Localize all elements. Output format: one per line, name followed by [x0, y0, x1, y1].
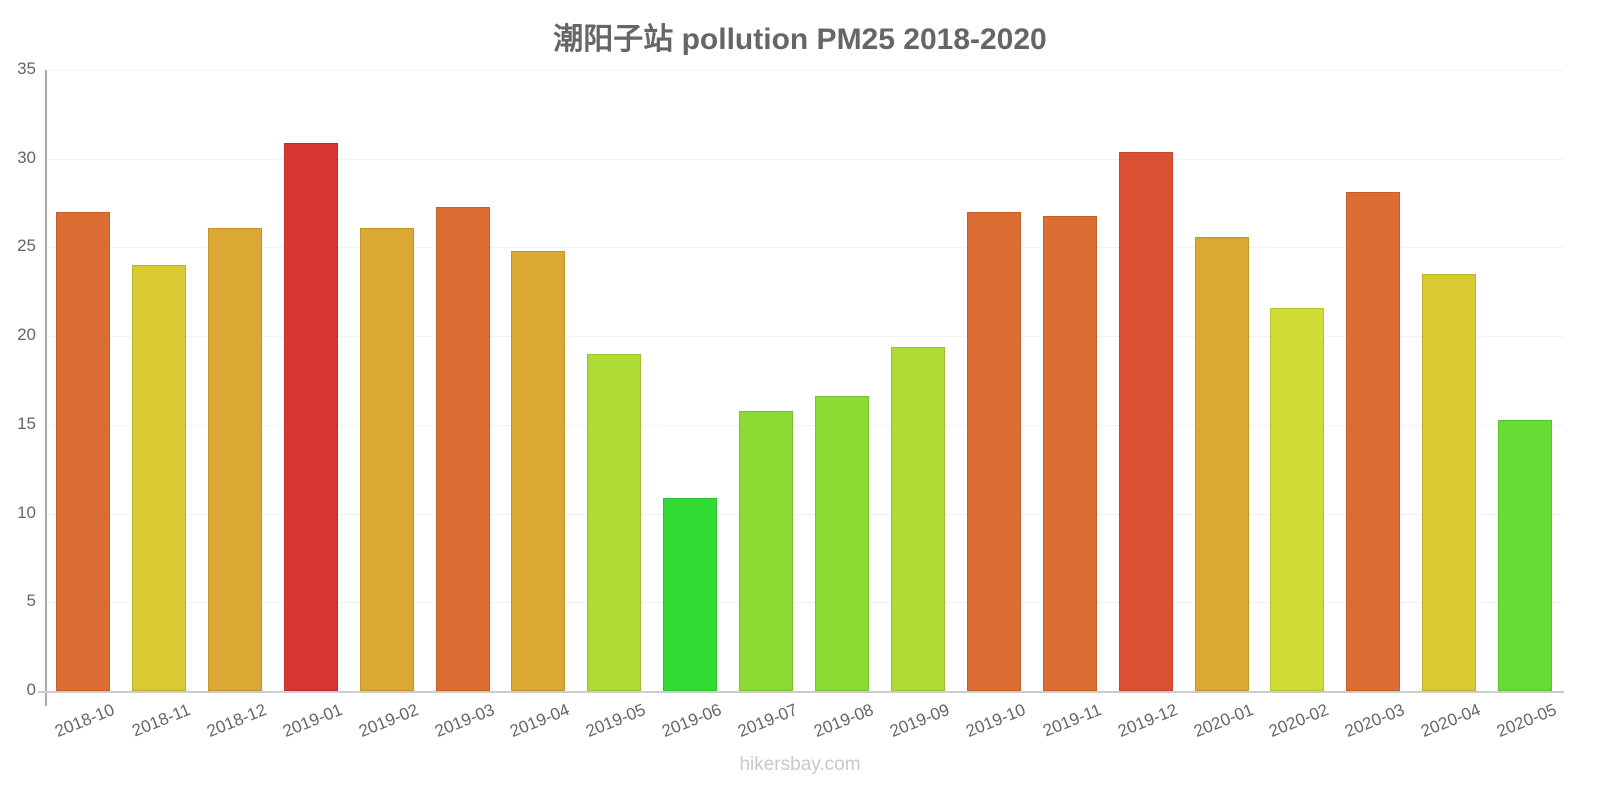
bar-2019-10[interactable]	[966, 211, 1021, 691]
x-tick-label: 2019-11	[1039, 700, 1104, 741]
x-tick-label: 2019-09	[887, 700, 953, 741]
y-tick-label: 10	[17, 502, 36, 522]
bar-2019-08[interactable]	[815, 396, 869, 691]
bar-2018-10[interactable]	[56, 211, 110, 691]
bar-2020-01[interactable]	[1194, 236, 1249, 691]
y-axis-line	[45, 70, 47, 706]
x-tick-label: 2019-07	[735, 700, 801, 741]
gridline	[46, 158, 1564, 160]
x-tick-label: 2019-10	[962, 700, 1028, 741]
bar-2018-12[interactable]	[207, 227, 262, 691]
x-tick-label: 2019-12	[1114, 700, 1180, 741]
x-tick-label: 2020-05	[1494, 700, 1560, 741]
bar-2020-02[interactable]	[1270, 307, 1325, 691]
y-tick-label: 5	[26, 591, 36, 611]
y-tick-label: 30	[17, 147, 36, 167]
y-tick-label: 25	[17, 236, 36, 256]
x-tick-label: 2019-05	[583, 700, 649, 741]
x-tick-label: 2020-02	[1266, 700, 1332, 741]
y-tick-label: 35	[17, 59, 36, 78]
gridline	[46, 70, 1564, 71]
bar-2019-07[interactable]	[739, 410, 794, 691]
bar-2018-11[interactable]	[131, 265, 186, 691]
bar-2020-03[interactable]	[1346, 192, 1401, 691]
x-tick-label: 2019-03	[431, 700, 497, 741]
x-tick-label: 2019-02	[355, 700, 421, 741]
gridline	[46, 513, 1564, 515]
y-tick-label: 20	[17, 325, 36, 345]
x-tick-label: 2019-06	[659, 700, 725, 741]
bar-2019-09[interactable]	[890, 346, 945, 691]
bar-2019-03[interactable]	[435, 206, 490, 691]
x-tick-label: 2020-04	[1418, 700, 1484, 741]
bar-2019-04[interactable]	[511, 250, 566, 691]
gridline	[46, 602, 1564, 604]
bar-2020-04[interactable]	[1422, 274, 1477, 691]
x-tick-label: 2018-10	[52, 700, 118, 741]
bar-2019-05[interactable]	[587, 353, 642, 691]
x-tick-label: 2020-01	[1190, 700, 1256, 741]
watermark: hikersbay.com	[739, 754, 861, 775]
bar-2019-02[interactable]	[359, 227, 414, 691]
gridline	[46, 424, 1564, 426]
gridline	[46, 247, 1564, 249]
gridline	[46, 336, 1564, 338]
plot-area	[46, 70, 1564, 691]
x-tick-label: 2020-03	[1342, 700, 1408, 741]
x-tick-label: 2019-04	[507, 700, 573, 741]
bar-2019-01[interactable]	[283, 142, 338, 691]
x-tick-label: 2018-12	[203, 700, 269, 741]
bar-2019-12[interactable]	[1118, 151, 1173, 691]
x-tick-label: 2019-08	[811, 700, 877, 741]
bar-2020-05[interactable]	[1498, 419, 1553, 691]
x-tick-label: 2018-11	[129, 700, 194, 741]
bar-2019-06[interactable]	[663, 497, 718, 691]
y-tick-label: 0	[26, 680, 36, 699]
chart-title: 潮阳子站 pollution PM25 2018-2020	[553, 23, 1047, 56]
bar-2019-11[interactable]	[1042, 215, 1097, 691]
x-tick-label: 2019-01	[279, 700, 345, 741]
y-tick-label: 15	[17, 413, 36, 433]
x-axis-line	[38, 691, 1564, 693]
